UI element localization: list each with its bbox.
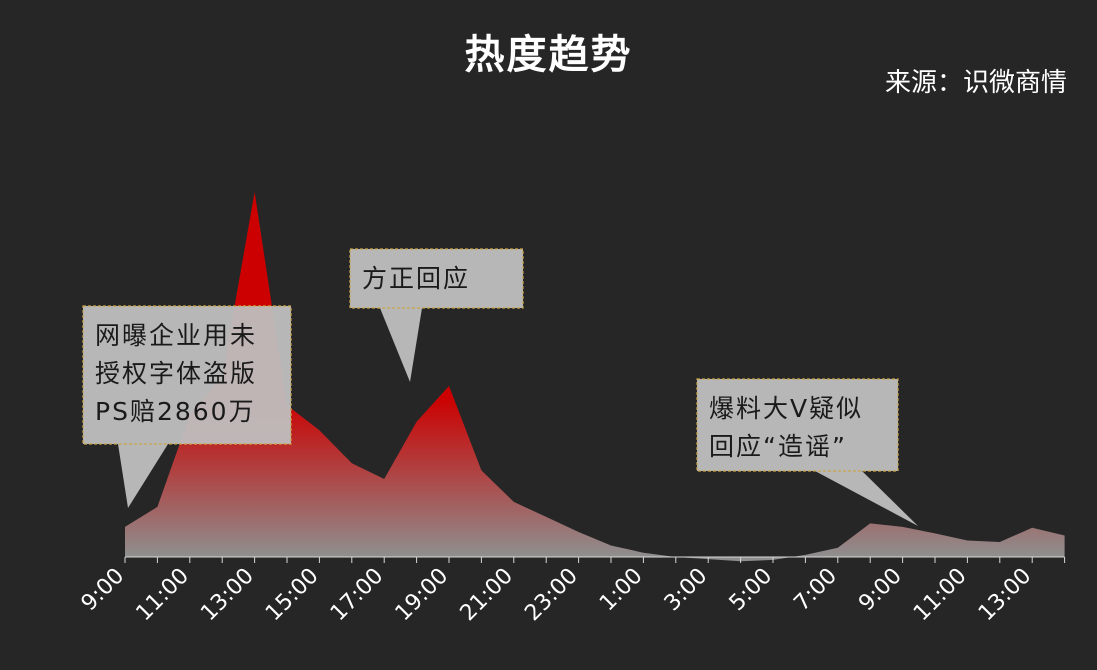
x-tick-label: 3:00 [660, 564, 713, 617]
data-point-1 [155, 505, 159, 509]
data-point-21 [803, 553, 807, 557]
x-tick-label: 11:00 [909, 564, 972, 627]
callout-text-line: 网曝企业用未 [95, 321, 257, 350]
data-point-27 [998, 540, 1002, 544]
callout-text-line: 授权字体盗版 [95, 359, 257, 388]
data-point-12 [512, 500, 516, 504]
callout-text-line: 回应“造谣” [709, 432, 847, 461]
x-tick-label: 15:00 [261, 564, 324, 627]
data-point-23 [868, 521, 872, 525]
x-tick-label: 13:00 [196, 564, 259, 627]
data-point-26 [965, 539, 969, 543]
x-tick-label: 1:00 [595, 564, 648, 617]
x-tick-label: 9:00 [77, 564, 130, 617]
data-point-29 [1063, 534, 1067, 538]
x-tick-label: 19:00 [391, 564, 454, 627]
x-tick-label: 5:00 [725, 564, 778, 617]
x-tick-label: 23:00 [520, 564, 583, 627]
data-point-13 [544, 515, 548, 519]
data-point-4 [253, 190, 257, 194]
data-point-22 [836, 546, 840, 550]
callout-text-line: PS赔2860万 [95, 397, 256, 426]
x-tick-label: 7:00 [789, 564, 842, 617]
x-tick-label: 11:00 [132, 564, 195, 627]
callout-box [349, 248, 524, 309]
data-point-15 [609, 544, 613, 548]
callout-box [696, 378, 899, 472]
chart-title: 热度趋势 [464, 32, 633, 78]
data-point-10 [447, 384, 451, 388]
x-tick-label: 13:00 [974, 564, 1037, 627]
data-point-8 [382, 477, 386, 481]
data-point-11 [479, 468, 483, 472]
x-tick-label: 21:00 [456, 564, 519, 627]
data-point-7 [350, 461, 354, 465]
chart-source: 来源：识微商情 [884, 68, 1067, 98]
annotation-callout-1: 方正回应 [349, 248, 524, 382]
data-point-16 [641, 551, 645, 555]
callout-pointer [380, 308, 422, 382]
callout-pointer [815, 471, 918, 526]
data-point-14 [577, 530, 581, 534]
x-tick-label: 17:00 [326, 564, 389, 627]
callout-text-line: 爆料大V疑似 [709, 394, 863, 423]
callout-pointer [118, 444, 168, 508]
callout-box [82, 305, 292, 445]
data-point-6 [317, 428, 321, 432]
data-point-25 [933, 531, 937, 535]
data-point-24 [901, 525, 905, 529]
data-point-28 [1030, 526, 1034, 530]
area-series [125, 192, 1065, 562]
data-point-0 [123, 525, 127, 529]
data-point-9 [415, 420, 419, 424]
x-tick-label: 9:00 [854, 564, 907, 617]
callout-text-line: 方正回应 [362, 264, 470, 293]
